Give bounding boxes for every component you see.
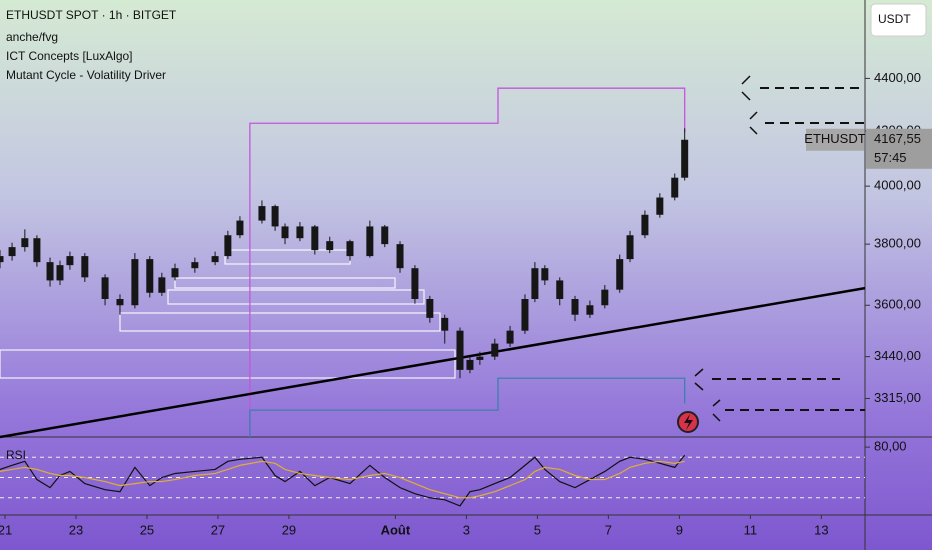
price-label-value: 4167,55	[874, 131, 921, 146]
candle-body	[601, 289, 609, 306]
candle-body	[81, 256, 89, 278]
x-tick-label: 21	[0, 522, 12, 537]
candle-body	[426, 298, 434, 318]
candle-body	[476, 356, 484, 360]
candle-body	[681, 139, 689, 178]
price-label-symbol-box	[806, 128, 864, 151]
x-tick-label: Août	[381, 522, 411, 537]
x-tick-label: 13	[814, 522, 828, 537]
x-tick-label: 5	[534, 522, 541, 537]
candle-body	[571, 298, 579, 315]
candle-body	[521, 298, 529, 331]
rsi-line	[0, 454, 686, 507]
candle-body	[366, 226, 374, 257]
x-tick-label: 11	[744, 522, 758, 537]
rsi-label: RSI	[6, 448, 26, 462]
overlay-line	[249, 377, 686, 437]
candle-body	[556, 280, 564, 299]
x-tick-label: 27	[211, 522, 225, 537]
candle-body	[146, 259, 154, 293]
fvg-box	[0, 349, 456, 379]
candle-body	[456, 330, 464, 370]
arrow-heads	[694, 75, 758, 422]
candle-body	[311, 226, 319, 251]
candle-body	[491, 343, 499, 357]
indicator-label: ICT Concepts [LuxAlgo]	[6, 49, 133, 63]
candle-body	[641, 214, 649, 236]
y-tick-label: 4000,00	[874, 178, 921, 193]
candle-body	[191, 262, 199, 269]
plot	[0, 87, 866, 507]
candle-body	[271, 206, 279, 227]
candle-body	[158, 277, 166, 293]
price-label-countdown: 57:45	[874, 150, 907, 165]
candle-body	[671, 177, 679, 198]
price-label-symbol: ETHUSDT	[804, 131, 865, 146]
candle-body	[66, 256, 74, 266]
indicator-label: anche/fvg	[6, 30, 58, 44]
alert-bolt	[684, 414, 693, 430]
candle-body	[531, 268, 539, 299]
candle-body	[21, 238, 29, 248]
candle-body	[616, 259, 624, 290]
projection-arrows	[694, 75, 865, 422]
x-tick-label: 9	[676, 522, 683, 537]
candle-body	[396, 244, 404, 269]
candle-body	[56, 265, 64, 281]
candle-body	[466, 359, 474, 370]
fvg-box	[174, 277, 396, 289]
currency-label[interactable]: USDT	[878, 12, 911, 26]
candle-body	[656, 197, 664, 215]
candle-body	[506, 330, 514, 344]
candle-body	[346, 241, 354, 257]
fvg-boxes	[0, 249, 456, 379]
overlay-line	[0, 286, 866, 439]
candle-body	[116, 298, 124, 306]
x-tick-label: 3	[463, 522, 470, 537]
y-tick-label: 3800,00	[874, 236, 921, 251]
candle-body	[586, 305, 594, 315]
price-label-box	[866, 128, 932, 169]
rsi-line	[0, 460, 685, 499]
rsi-tick-label: 80,00	[874, 439, 907, 454]
candle-body	[211, 256, 219, 263]
candle-body	[411, 268, 419, 299]
candle-body	[171, 268, 179, 278]
candle-body	[441, 317, 449, 331]
y-tick-label: 3440,00	[874, 348, 921, 363]
candle-body	[381, 226, 389, 245]
candle-body	[33, 238, 41, 263]
candle-body	[131, 259, 139, 306]
fvg-box	[119, 312, 441, 332]
candle-body	[0, 256, 4, 263]
candle-body	[626, 235, 634, 260]
y-tick-label: 3600,00	[874, 297, 921, 312]
currency-button[interactable]	[870, 3, 927, 37]
x-tick-label: 25	[140, 522, 154, 537]
y-tick-label: 4400,00	[874, 70, 921, 85]
candle-body	[281, 226, 289, 239]
candle-body	[101, 277, 109, 299]
candle-body	[326, 241, 334, 251]
chart-title: ETHUSDT SPOT · 1h · BITGET	[6, 8, 177, 22]
fvg-box	[167, 289, 425, 305]
indicator-label: Mutant Cycle - Volatility Driver	[6, 68, 166, 82]
candle-body	[258, 206, 266, 221]
x-tick-label: 29	[282, 522, 296, 537]
candle-body	[236, 220, 244, 236]
overlay-line	[249, 87, 686, 437]
x-tick-label: 7	[605, 522, 612, 537]
candle-body	[224, 235, 232, 257]
axes: 4400,004200,004000,003800,003600,003440,…	[0, 70, 932, 537]
x-tick-label: 23	[69, 522, 83, 537]
candle-body	[46, 262, 54, 281]
y-tick-label: 3315,00	[874, 390, 921, 405]
candle-body	[296, 226, 304, 239]
candle-body	[8, 247, 16, 257]
candle-body	[541, 268, 549, 281]
